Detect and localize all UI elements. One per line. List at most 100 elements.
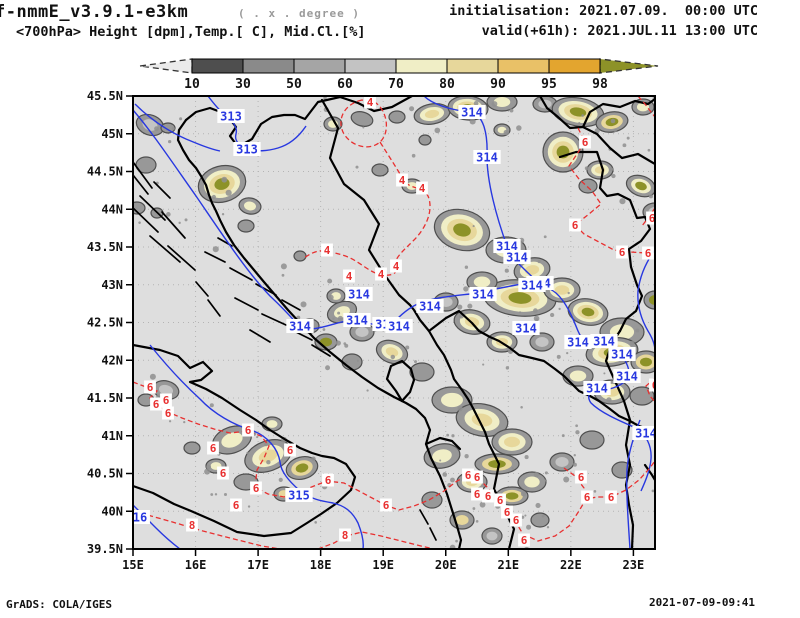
svg-text:6: 6	[485, 490, 492, 503]
svg-text:41N: 41N	[101, 429, 123, 443]
svg-text:41.5N: 41.5N	[87, 391, 123, 405]
svg-text:313: 313	[236, 142, 258, 156]
svg-text:6: 6	[608, 491, 615, 504]
svg-text:315: 315	[288, 488, 310, 502]
svg-text:4: 4	[419, 182, 426, 195]
svg-text:6: 6	[163, 394, 170, 407]
svg-text:45.5N: 45.5N	[87, 89, 123, 103]
svg-text:22E: 22E	[560, 558, 582, 572]
svg-text:95: 95	[541, 77, 557, 92]
svg-text:8: 8	[342, 529, 349, 542]
svg-text:20E: 20E	[435, 558, 457, 572]
svg-text:314: 314	[635, 426, 657, 440]
svg-text:4: 4	[346, 270, 353, 283]
svg-text:6: 6	[465, 469, 472, 482]
creation-timestamp: 2021-07-09-09:41	[649, 596, 755, 609]
svg-text:6: 6	[649, 212, 656, 225]
grads-credit: GrADS: COLA/IGES	[6, 598, 112, 611]
svg-text:314: 314	[616, 369, 638, 383]
svg-text:314: 314	[476, 150, 498, 164]
svg-text:6: 6	[619, 246, 626, 259]
svg-text:313: 313	[220, 109, 242, 123]
svg-text:6: 6	[210, 442, 217, 455]
svg-text:314: 314	[472, 287, 494, 301]
svg-text:314: 314	[521, 278, 543, 292]
svg-text:42.5N: 42.5N	[87, 316, 123, 330]
svg-text:6: 6	[147, 381, 154, 394]
svg-text:6: 6	[584, 491, 591, 504]
svg-text:17E: 17E	[247, 558, 269, 572]
svg-text:6: 6	[497, 494, 504, 507]
lat-lon-axes: 45.5N 45N 44.5N 44N 43.5N 43N 42.5N 42N 41.5N 41N…	[87, 89, 644, 572]
svg-text:19E: 19E	[372, 558, 394, 572]
model-title: f-nmmE_v3.9.1-e3km	[0, 2, 189, 22]
svg-text:60: 60	[337, 77, 353, 92]
svg-text:15E: 15E	[122, 558, 144, 572]
svg-text:16E: 16E	[185, 558, 207, 572]
svg-text:314: 314	[348, 287, 370, 301]
svg-text:44.5N: 44.5N	[87, 165, 123, 179]
svg-text:42N: 42N	[101, 353, 123, 367]
svg-text:4: 4	[378, 268, 385, 281]
svg-text:6: 6	[220, 467, 227, 480]
initialisation-time: initialisation: 2021.07.09. 00:00 UTC	[449, 3, 758, 19]
svg-text:314: 314	[515, 321, 537, 335]
svg-text:43N: 43N	[101, 278, 123, 292]
svg-text:6: 6	[578, 471, 585, 484]
svg-text:6: 6	[521, 534, 528, 547]
svg-text:43.5N: 43.5N	[87, 240, 123, 254]
svg-text:314: 314	[289, 319, 311, 333]
svg-text:50: 50	[286, 77, 302, 92]
field-title: <700hPa> Height [dpm],Temp.[ C], Mid.Cl.…	[16, 24, 366, 40]
svg-text:6: 6	[253, 482, 260, 495]
svg-text:314: 314	[346, 313, 368, 327]
svg-text:4: 4	[324, 244, 331, 257]
svg-text:6: 6	[652, 379, 659, 392]
svg-text:314: 314	[567, 335, 589, 349]
svg-text:6: 6	[233, 499, 240, 512]
svg-text:4: 4	[367, 96, 374, 109]
svg-text:6: 6	[153, 398, 160, 411]
svg-text:6: 6	[645, 247, 652, 260]
svg-text:10: 10	[184, 77, 200, 92]
svg-text:314: 314	[461, 105, 483, 119]
svg-text:90: 90	[490, 77, 506, 92]
svg-text:6: 6	[325, 474, 332, 487]
map-canvas: 10 30 50 60 70 80 90 95 98 313313314314314314314…	[87, 58, 659, 572]
svg-text:6: 6	[383, 499, 390, 512]
model-resolution-note: ( . x . degree )	[238, 7, 360, 20]
svg-text:18E: 18E	[310, 558, 332, 572]
svg-text:4: 4	[393, 260, 400, 273]
svg-text:8: 8	[189, 519, 196, 532]
svg-text:314: 314	[611, 347, 633, 361]
svg-text:4: 4	[399, 174, 406, 187]
svg-text:314: 314	[388, 319, 410, 333]
svg-text:314: 314	[496, 239, 518, 253]
valid-time: valid(+61h): 2021.JUL.11 13:00 UTC	[481, 23, 758, 39]
svg-text:6: 6	[582, 136, 589, 149]
cloud-cover-colorbar: 10 30 50 60 70 80 90 95 98	[139, 58, 659, 92]
svg-text:6: 6	[165, 407, 172, 420]
svg-text:6: 6	[287, 444, 294, 457]
svg-text:6: 6	[572, 219, 579, 232]
svg-text:6: 6	[474, 488, 481, 501]
svg-text:6: 6	[504, 506, 511, 519]
svg-text:6: 6	[513, 514, 520, 527]
svg-text:21E: 21E	[497, 558, 519, 572]
svg-text:6: 6	[474, 471, 481, 484]
svg-text:40N: 40N	[101, 504, 123, 518]
svg-text:6: 6	[245, 424, 252, 437]
svg-text:314: 314	[506, 250, 528, 264]
svg-text:44N: 44N	[101, 202, 123, 216]
svg-text:314: 314	[419, 299, 441, 313]
svg-text:314: 314	[586, 381, 608, 395]
svg-text:98: 98	[592, 77, 608, 92]
svg-text:23E: 23E	[623, 558, 645, 572]
svg-text:70: 70	[388, 77, 404, 92]
svg-text:30: 30	[235, 77, 251, 92]
svg-text:314: 314	[593, 334, 615, 348]
svg-text:45N: 45N	[101, 127, 123, 141]
svg-text:16: 16	[133, 510, 147, 524]
svg-text:39.5N: 39.5N	[87, 542, 123, 556]
